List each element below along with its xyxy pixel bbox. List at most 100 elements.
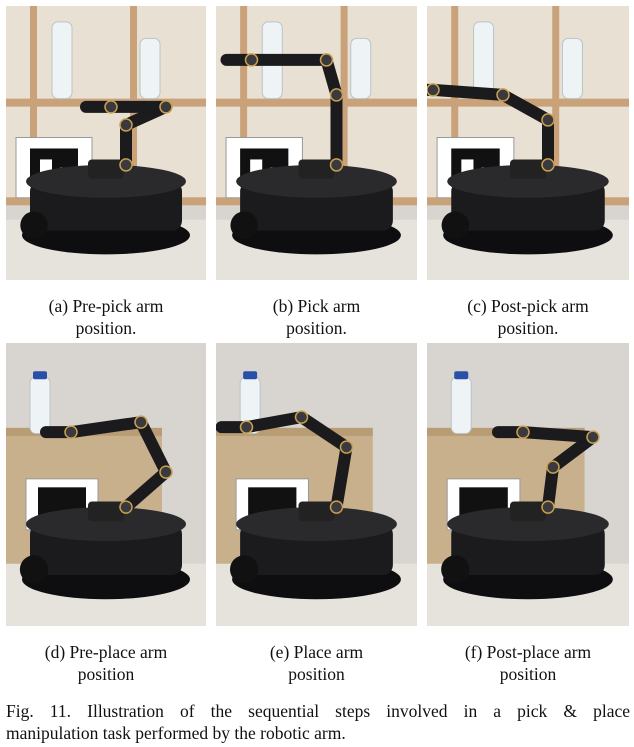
photo-illustration — [6, 6, 206, 280]
photo-illustration — [6, 343, 206, 626]
robot-top-plate — [236, 164, 397, 198]
shelf-post — [240, 6, 248, 204]
bottle-cap — [33, 371, 47, 380]
arm-link — [330, 441, 353, 514]
arm-joint — [244, 53, 259, 67]
robot-top-plate — [236, 507, 397, 542]
robot-top-plate — [447, 507, 609, 542]
photo-illustration — [427, 6, 629, 280]
lidar — [510, 159, 546, 179]
robot-top-plate — [26, 164, 186, 198]
robot-wheel — [229, 555, 259, 584]
arm-joint — [239, 420, 254, 434]
arm-joint — [546, 460, 560, 474]
robot-wheel — [20, 211, 48, 239]
arm-link — [120, 466, 172, 514]
robot-top-plate — [447, 164, 609, 198]
subcaption-c: (c) Post-pick arm position. — [427, 295, 629, 339]
subcaption-a-line2: position. — [75, 318, 137, 338]
subcaption-d-line2: position — [77, 664, 135, 684]
figure-caption: Fig. 11. Illustration of the sequential … — [6, 700, 630, 744]
photo-pre-pick — [6, 6, 206, 280]
figure-caption-line2: manipulation task performed by the robot… — [6, 723, 346, 743]
arm-joint — [64, 425, 78, 439]
arm-joint — [329, 158, 344, 172]
photo-illustration — [216, 343, 417, 626]
subcaption-c-line2: position. — [497, 318, 559, 338]
photo-post-pick — [427, 6, 629, 280]
arm-link — [497, 88, 554, 126]
bottle — [561, 37, 583, 100]
arm-joint — [119, 118, 133, 132]
arm-joint — [329, 500, 344, 514]
subcaption-a: (a) Pre-pick arm position. — [6, 295, 206, 339]
lidar — [510, 501, 546, 522]
bottle — [29, 376, 51, 435]
photo-illustration — [427, 343, 629, 626]
arm-joint — [104, 100, 118, 114]
arm-joint — [541, 500, 555, 514]
box-edge — [216, 427, 373, 436]
arm-joint — [294, 410, 309, 424]
photo-illustration — [216, 6, 417, 280]
arm-joint — [119, 158, 133, 172]
aruco-cell — [461, 159, 474, 174]
bottle — [350, 37, 372, 100]
arm-link — [65, 416, 147, 439]
arm-joint — [159, 465, 173, 479]
lidar — [88, 501, 124, 522]
arm-link — [240, 411, 308, 434]
subcaption-b-line2: position. — [286, 318, 347, 338]
subcaption-a-line1: (a) Pre-pick arm — [48, 296, 164, 316]
lidar — [298, 501, 335, 522]
arm-joint — [159, 100, 173, 114]
arm-joint — [541, 158, 555, 172]
lidar — [88, 159, 124, 179]
lidar — [298, 159, 335, 179]
arm-joint — [119, 500, 133, 514]
subcaption-f: (f) Post-place arm position — [427, 641, 629, 685]
photo-post-place — [427, 343, 629, 626]
figure-caption-line1: Fig. 11. Illustration of the sequential … — [6, 701, 630, 721]
arm-link — [135, 416, 172, 479]
bottle — [51, 21, 73, 100]
subcaption-b: (b) Pick arm position. — [216, 295, 417, 339]
robot-wheel — [230, 211, 258, 239]
aruco-cell — [40, 159, 52, 174]
bottle-cap — [454, 371, 469, 380]
arm-joint — [516, 425, 530, 439]
subcaption-d: (d) Pre-place arm position — [6, 641, 206, 685]
subcaption-c-line1: (c) Post-pick arm — [467, 296, 589, 316]
arm-joint — [329, 88, 344, 102]
bottle — [450, 376, 472, 435]
arm-joint — [319, 53, 334, 67]
arm-joint — [339, 440, 354, 454]
arm-joint — [134, 415, 148, 429]
bottle — [139, 37, 161, 100]
photo-pre-place — [6, 343, 206, 626]
aruco-cell — [250, 159, 263, 174]
arm-link — [517, 426, 599, 444]
shelf-post — [30, 6, 37, 204]
shelf-post — [552, 6, 560, 204]
bottle-cap — [243, 371, 258, 380]
arm-joint — [541, 113, 555, 127]
photo-pick — [216, 6, 417, 280]
subcaption-b-line1: (b) Pick arm — [272, 296, 361, 316]
arm-joint — [427, 83, 440, 97]
subcaption-e-line1: (e) Place arm — [269, 642, 364, 662]
robot-wheel — [19, 555, 49, 584]
subcaption-d-line1: (d) Pre-place arm — [44, 642, 168, 662]
robot-top-plate — [26, 507, 186, 542]
subcaption-e-line2: position — [288, 664, 345, 684]
subcaption-f-line2: position — [499, 664, 557, 684]
shelf-board — [216, 98, 417, 107]
subcaption-e: (e) Place arm position — [216, 641, 417, 685]
subcaption-f-line1: (f) Post-place arm — [464, 642, 592, 662]
arm-joint — [586, 430, 600, 444]
photo-place — [216, 343, 417, 626]
shelf-post — [451, 6, 459, 204]
arm-joint — [496, 88, 510, 102]
arm-link — [295, 411, 353, 454]
arm-link — [427, 83, 509, 101]
